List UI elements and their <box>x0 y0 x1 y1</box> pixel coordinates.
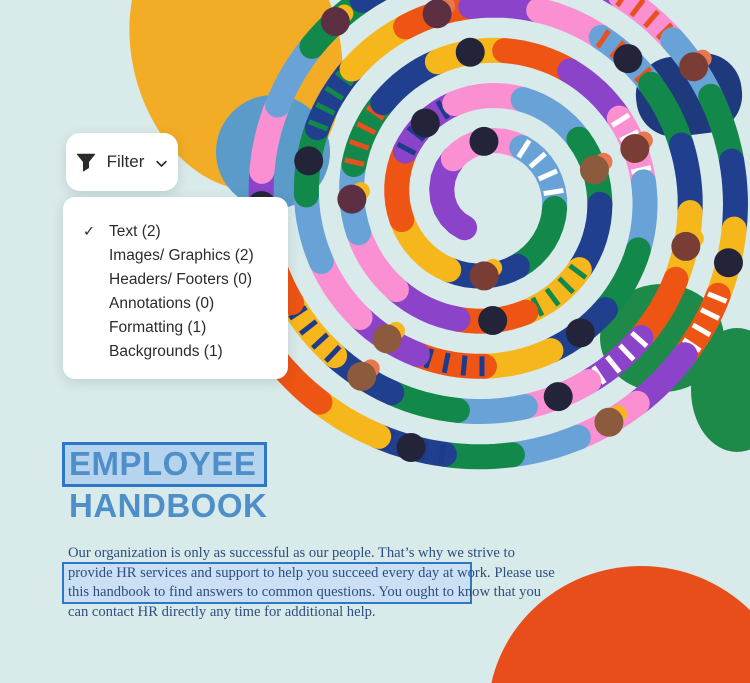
title-highlight-box[interactable]: EMPLOYEE <box>62 442 268 487</box>
menu-item-headers-footers[interactable]: Headers/ Footers (0) <box>83 268 288 292</box>
menu-item-formatting[interactable]: Formatting (1) <box>83 316 288 340</box>
page-title-line1: EMPLOYEE <box>69 445 257 482</box>
checkmark-icon: ✓ <box>83 224 96 240</box>
menu-item-label: Formatting (1) <box>109 319 207 336</box>
filter-button[interactable]: Filter <box>66 133 178 191</box>
paragraph-line: can contact HR directly any time for add… <box>68 604 376 620</box>
menu-item-label: Text (2) <box>109 223 161 240</box>
menu-item-images-graphics[interactable]: Images/ Graphics (2) <box>83 244 288 268</box>
menu-item-text[interactable]: ✓ Text (2) <box>83 220 288 244</box>
paragraph-line: Our organization is only as successful a… <box>68 545 515 561</box>
filter-button-label: Filter <box>106 152 145 171</box>
menu-item-label: Annotations (0) <box>109 295 215 312</box>
filter-funnel-icon <box>76 153 95 172</box>
menu-item-label: Headers/ Footers (0) <box>109 271 252 288</box>
filter-dropdown-menu: ✓ Text (2) Images/ Graphics (2) Headers/… <box>63 197 288 379</box>
page-title-line2: HANDBOOK <box>69 487 268 524</box>
paragraph-line: provide HR services and support to help … <box>68 565 555 581</box>
menu-item-label: Backgrounds (1) <box>109 343 223 360</box>
paragraph-highlight-box[interactable]: provide HR services and support to help … <box>62 562 555 604</box>
menu-item-label: Images/ Graphics (2) <box>109 247 254 264</box>
paragraph-line: this handbook to find answers to common … <box>68 584 542 600</box>
hero-section: EMPLOYEE HANDBOOK <box>62 442 268 524</box>
menu-item-backgrounds[interactable]: Backgrounds (1) <box>83 340 288 364</box>
menu-item-annotations[interactable]: Annotations (0) <box>83 292 288 316</box>
chevron-down-icon <box>156 160 168 167</box>
intro-paragraph: Our organization is only as successful a… <box>62 544 555 622</box>
